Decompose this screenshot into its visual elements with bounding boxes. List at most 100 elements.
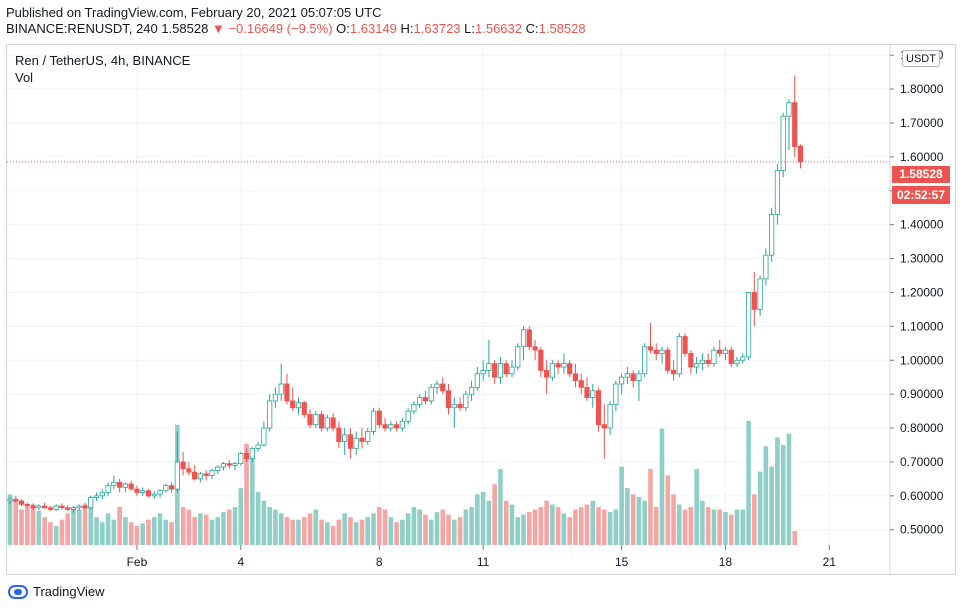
candle bbox=[745, 292, 752, 361]
volume-bar bbox=[48, 522, 53, 545]
candle-body bbox=[365, 431, 371, 443]
candle bbox=[555, 360, 561, 374]
candle-body bbox=[47, 507, 53, 510]
candle bbox=[486, 339, 492, 378]
volume-bar bbox=[382, 509, 388, 545]
candle bbox=[197, 472, 204, 483]
candle bbox=[445, 383, 452, 415]
open-label: O: bbox=[336, 21, 350, 36]
last-price: 1.58528 bbox=[161, 21, 209, 36]
candle bbox=[76, 504, 82, 511]
volume-bar bbox=[521, 514, 526, 545]
candle bbox=[590, 383, 596, 408]
candle-body bbox=[157, 490, 163, 495]
volume-bar bbox=[105, 513, 111, 545]
symbol-label: BINANCE:RENUSDT, 240 bbox=[6, 21, 158, 36]
candle-body bbox=[13, 498, 19, 502]
volume-bar bbox=[619, 466, 624, 545]
volume-bar bbox=[440, 509, 446, 545]
volume-bar bbox=[509, 504, 515, 545]
candle bbox=[220, 461, 227, 471]
candle-body bbox=[36, 505, 42, 509]
volume-bar bbox=[180, 507, 186, 545]
candle-body bbox=[411, 403, 417, 412]
candle bbox=[613, 380, 619, 412]
candle bbox=[295, 397, 302, 415]
tradingview-logo[interactable]: TradingView bbox=[8, 584, 105, 599]
volume-bar bbox=[792, 531, 798, 545]
candle-body bbox=[145, 490, 152, 497]
volume-bar bbox=[59, 519, 65, 545]
candle-body bbox=[226, 463, 232, 466]
volume-bar bbox=[573, 509, 578, 545]
candle-body bbox=[665, 349, 671, 371]
chart-pane[interactable] bbox=[6, 44, 956, 575]
volume-bar bbox=[215, 517, 221, 545]
candle-body bbox=[422, 397, 429, 402]
volume-bar bbox=[365, 517, 371, 545]
volume-bar bbox=[19, 509, 24, 545]
candle-body bbox=[572, 373, 579, 381]
volume-bar bbox=[400, 519, 405, 545]
grid-lines bbox=[7, 45, 890, 575]
volume-bar bbox=[319, 519, 324, 545]
volume-bar bbox=[463, 509, 469, 545]
candle-body bbox=[42, 505, 48, 509]
candle-body bbox=[134, 488, 140, 493]
currency-button[interactable]: USDT bbox=[902, 50, 940, 67]
candle-body bbox=[740, 356, 746, 361]
volume-bar bbox=[544, 500, 549, 545]
candle-body bbox=[780, 115, 786, 171]
candle-body bbox=[607, 403, 613, 429]
volume-bar bbox=[423, 514, 428, 545]
candle bbox=[503, 360, 509, 378]
candle bbox=[255, 441, 261, 452]
candle-body bbox=[168, 485, 175, 490]
time-tick-label: 11 bbox=[477, 555, 490, 569]
candle bbox=[786, 99, 792, 151]
volume-bar bbox=[746, 421, 751, 545]
candle bbox=[434, 380, 440, 395]
candle bbox=[111, 475, 117, 490]
candle bbox=[163, 483, 169, 493]
volume-bar bbox=[313, 509, 319, 545]
volume-bar bbox=[780, 445, 786, 545]
candle bbox=[440, 377, 446, 395]
volume-bar bbox=[394, 522, 399, 545]
candle bbox=[36, 504, 42, 511]
volume-bar bbox=[203, 514, 209, 545]
volume-bar bbox=[555, 507, 561, 545]
high-label: H: bbox=[400, 21, 414, 36]
candle-body bbox=[445, 390, 452, 409]
volume-bar bbox=[567, 517, 572, 545]
volume-bar bbox=[469, 507, 474, 545]
candle-body bbox=[347, 434, 354, 449]
volume-bar bbox=[578, 507, 584, 545]
candle-body bbox=[151, 493, 157, 497]
candle bbox=[607, 400, 613, 435]
candle bbox=[24, 502, 30, 508]
time-axis: Feb 4 8 11 15 18 21 bbox=[127, 545, 836, 569]
volume-bar bbox=[538, 507, 544, 545]
candle bbox=[751, 272, 757, 327]
candle bbox=[151, 490, 157, 500]
candle bbox=[520, 326, 527, 361]
candle-body bbox=[578, 380, 584, 388]
candle-body bbox=[549, 363, 555, 378]
volume-bar bbox=[226, 509, 232, 545]
candle-body bbox=[728, 349, 734, 365]
volume-bar bbox=[94, 517, 99, 545]
candle bbox=[676, 333, 682, 378]
candle-body bbox=[630, 373, 636, 381]
volume-bar bbox=[296, 519, 301, 545]
price-tick-label: 1.60000 bbox=[900, 150, 944, 164]
volume-bar bbox=[515, 517, 521, 545]
candle bbox=[370, 407, 377, 435]
tradingview-logo-icon bbox=[8, 584, 28, 599]
volume-bar bbox=[636, 496, 642, 545]
candle-body bbox=[515, 346, 521, 368]
price-tick-label: 0.70000 bbox=[900, 455, 944, 469]
candle-body bbox=[382, 424, 388, 429]
candle-body bbox=[451, 403, 457, 409]
